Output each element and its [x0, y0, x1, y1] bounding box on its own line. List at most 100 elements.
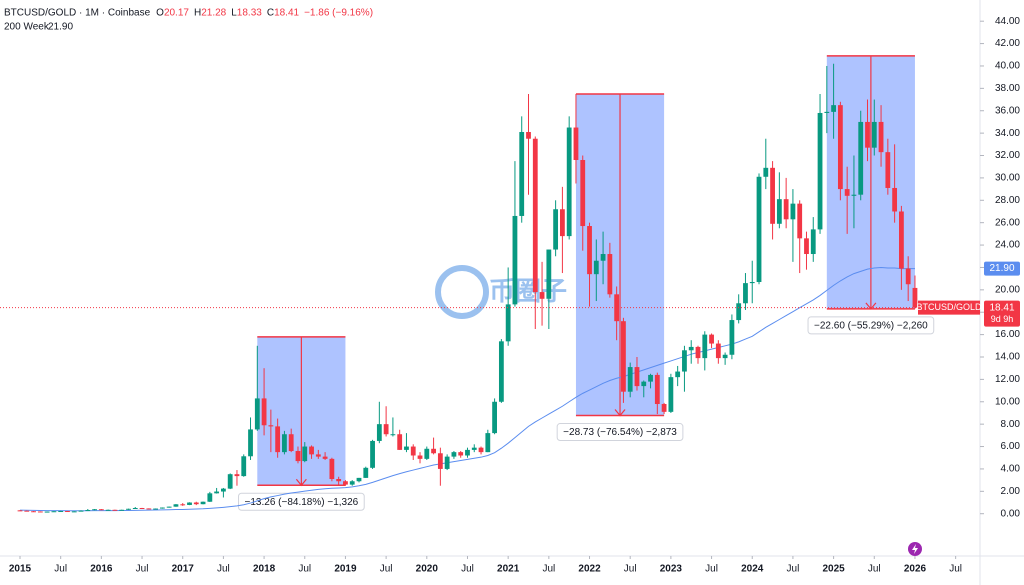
- x-tick-label: Jul: [298, 564, 311, 575]
- candle-body: [282, 434, 287, 453]
- y-tick-label: 8.00: [1001, 419, 1021, 430]
- ma-badge: [984, 261, 1020, 276]
- candle-body: [268, 425, 274, 427]
- measures: −13.26 (−84.18%) −1,326 −28.73 (−76.54%) …: [238, 55, 935, 511]
- candle-body: [180, 504, 186, 506]
- candle-body: [200, 501, 206, 505]
- candle-body: [783, 199, 789, 220]
- candle-body: [790, 203, 796, 220]
- x-tick-label: Jul: [217, 564, 230, 575]
- y-tick-label: 44.00: [995, 16, 1020, 27]
- candle-body: [770, 167, 775, 224]
- candle-body: [431, 448, 436, 454]
- symbol-header: BTCUSD/GOLD · 1M · Coinbase: [4, 8, 151, 19]
- icon: [912, 544, 918, 554]
- watermark-text: 币圈子: [489, 276, 567, 306]
- y-tick-label: 2.00: [1001, 486, 1021, 497]
- candle-body: [146, 508, 152, 510]
- candle-body: [71, 511, 77, 513]
- candle-body: [417, 455, 423, 459]
- candle-body: [722, 354, 728, 359]
- measure-arrowhead: [865, 302, 877, 310]
- candle-body: [295, 451, 301, 462]
- candle-body: [532, 138, 538, 293]
- candle-body: [661, 404, 667, 412]
- candle-body: [370, 440, 375, 468]
- candle-body: [139, 507, 145, 509]
- candle-body: [648, 374, 653, 382]
- candle-body: [166, 506, 172, 508]
- candle-body: [824, 111, 830, 113]
- candle-body: [478, 447, 484, 453]
- candle-body: [885, 152, 891, 188]
- measure-arrowhead: [614, 409, 626, 417]
- candle-body: [851, 194, 857, 196]
- x-tick-label: Jul: [868, 564, 881, 575]
- candle-body: [193, 502, 199, 505]
- ma-badge-text: 21.90: [989, 263, 1014, 274]
- x-tick-label: Jul: [136, 564, 149, 575]
- x-tick-label: 2016: [90, 564, 113, 575]
- footer-icon: [908, 542, 922, 556]
- candle-body: [831, 105, 836, 112]
- candle-body: [709, 334, 714, 344]
- candle-body: [207, 493, 213, 502]
- candle-body: [322, 456, 328, 459]
- candle-body: [695, 346, 701, 359]
- x-tick-label: 2025: [822, 564, 845, 575]
- candle-body: [519, 132, 525, 216]
- candle-body: [221, 488, 226, 492]
- y-tick-label: 12.00: [995, 374, 1020, 385]
- y-tick-label: 14.00: [995, 352, 1020, 363]
- x-tick-label: Jul: [461, 564, 474, 575]
- candle-body: [92, 509, 97, 511]
- x-tick-label: Jul: [542, 564, 555, 575]
- candle-body: [736, 303, 742, 321]
- candle-body: [912, 287, 918, 308]
- candle-body: [173, 504, 179, 507]
- symbol-badge-text: BTCUSD/GOLD: [916, 302, 982, 312]
- candle-body: [227, 474, 233, 489]
- ohlc-letter: L: [231, 8, 237, 19]
- measure-label-text: −28.73 (−76.54%) −2,873: [563, 427, 677, 438]
- candle-body: [668, 377, 674, 412]
- candle-body: [810, 229, 816, 255]
- candle-body: [593, 260, 599, 275]
- ma-legend-name: 200 Week: [4, 22, 50, 33]
- y-tick-label: 32.00: [995, 150, 1020, 161]
- candle-body: [275, 426, 281, 453]
- watermark: 币圈子: [435, 265, 567, 319]
- y-tick-label: 30.00: [995, 173, 1020, 184]
- measure-label: −22.60 (−55.29%) −2,260: [807, 316, 935, 335]
- candle-body: [51, 511, 57, 513]
- candle-body: [159, 507, 165, 509]
- x-tick-label: Jul: [380, 564, 393, 575]
- candle-body: [607, 254, 613, 295]
- change-label: −1.86 (−9.16%): [304, 8, 373, 19]
- y-tick-label: 20.00: [995, 284, 1020, 295]
- candle-body: [363, 467, 369, 478]
- candle-body: [329, 458, 335, 480]
- candle-body: [132, 507, 138, 509]
- candle-body: [153, 508, 158, 510]
- x-tick-label: 2017: [172, 564, 195, 575]
- candle-body: [871, 121, 877, 148]
- x-tick-label: Jul: [54, 564, 67, 575]
- measure-label-text: −13.26 (−84.18%) −1,326: [245, 497, 359, 508]
- candle-body: [397, 434, 403, 450]
- candle-body: [682, 350, 687, 372]
- y-tick-label: 16.00: [995, 329, 1020, 340]
- candle-body: [485, 433, 491, 453]
- ma-legend-value: 21.90: [48, 22, 73, 33]
- candle-body: [837, 105, 843, 190]
- candle-body: [112, 509, 118, 511]
- candle-body: [621, 321, 626, 392]
- candle-body: [505, 304, 511, 342]
- countdown: 9d 9h: [991, 314, 1014, 324]
- candle-body: [600, 254, 606, 261]
- y-tick-label: 34.00: [995, 128, 1020, 139]
- y-tick-label: 4.00: [1001, 464, 1021, 475]
- candle-body: [376, 424, 382, 441]
